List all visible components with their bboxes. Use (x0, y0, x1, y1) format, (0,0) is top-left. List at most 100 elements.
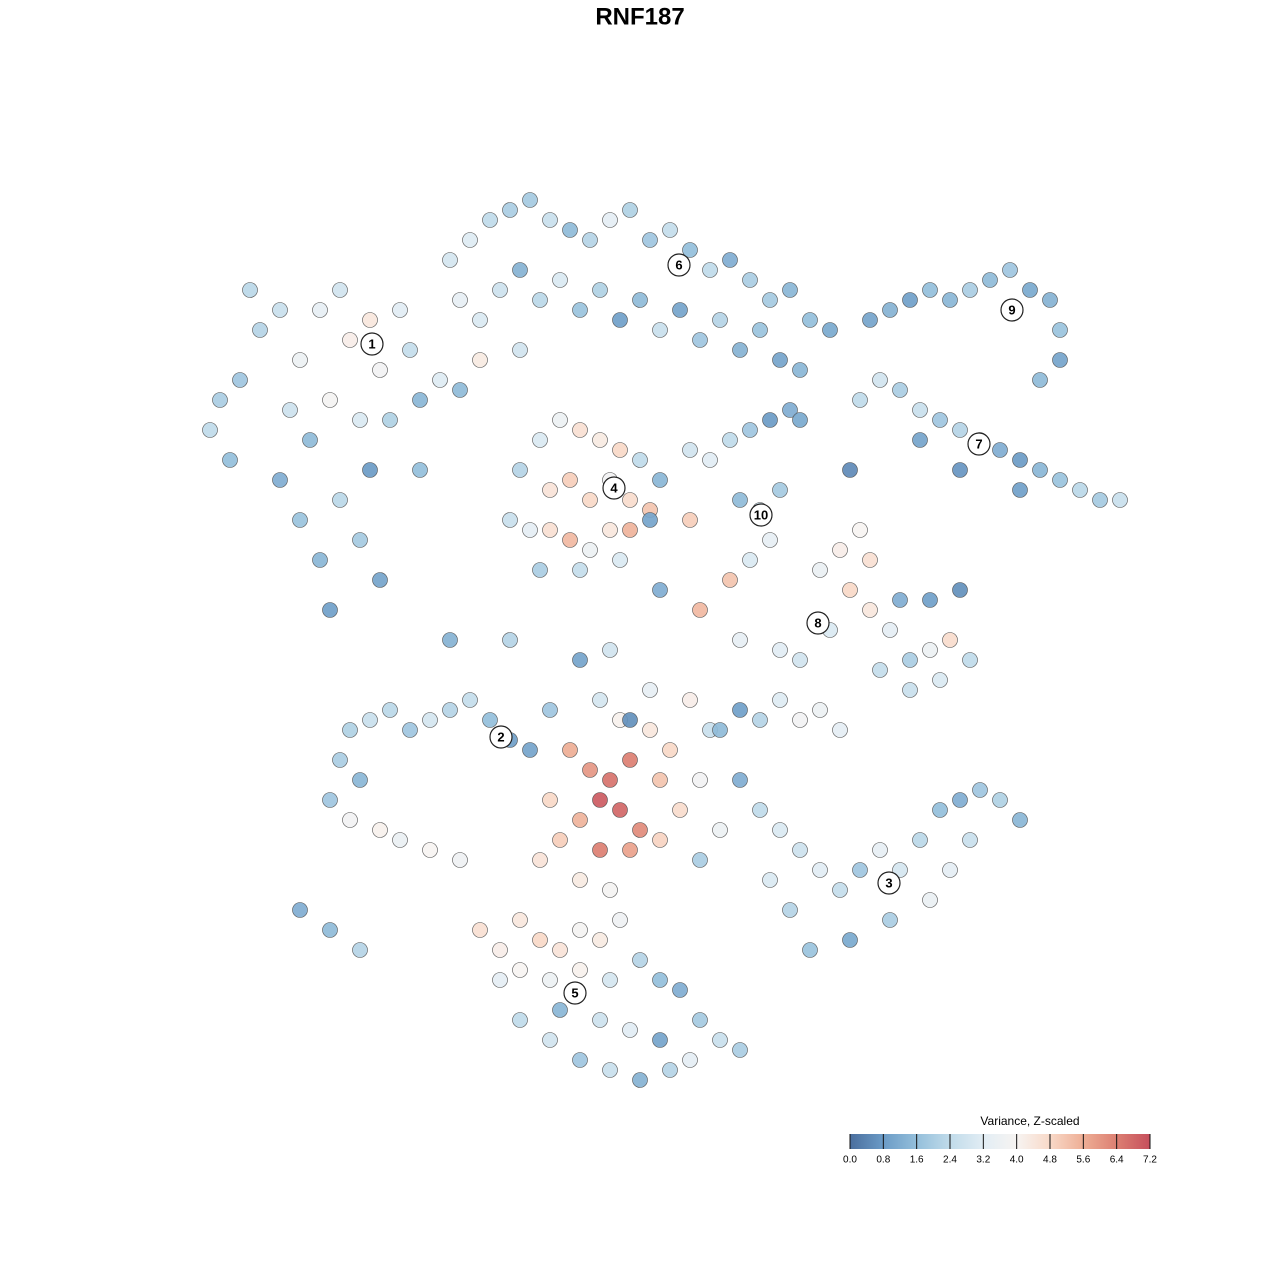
point (372, 822, 388, 838)
point (562, 222, 578, 238)
point (672, 982, 688, 998)
point (472, 352, 488, 368)
point (732, 772, 748, 788)
point (642, 722, 658, 738)
colorbar-tick-label: 4.0 (1010, 1155, 1024, 1166)
point (652, 832, 668, 848)
point (742, 422, 758, 438)
point (772, 482, 788, 498)
point (722, 432, 738, 448)
point (512, 262, 528, 278)
point (712, 312, 728, 328)
point (442, 632, 458, 648)
point (922, 642, 938, 658)
point (762, 292, 778, 308)
point (802, 942, 818, 958)
point (642, 512, 658, 528)
point (1112, 492, 1128, 508)
point (832, 882, 848, 898)
point (392, 832, 408, 848)
point (342, 332, 358, 348)
point (712, 1032, 728, 1048)
point (322, 602, 338, 618)
colorbar-tick-label: 0.0 (843, 1155, 857, 1166)
point (1042, 292, 1058, 308)
point (752, 322, 768, 338)
point (792, 412, 808, 428)
point (702, 452, 718, 468)
point (552, 412, 568, 428)
point (922, 892, 938, 908)
point (1002, 262, 1018, 278)
point (1092, 492, 1108, 508)
colorbar-tick-label: 3.2 (976, 1155, 990, 1166)
point (512, 462, 528, 478)
point (602, 212, 618, 228)
point (382, 412, 398, 428)
colorbar-tick-label: 2.4 (943, 1155, 957, 1166)
point (862, 312, 878, 328)
point (1012, 452, 1028, 468)
point (322, 922, 338, 938)
point (412, 462, 428, 478)
point (902, 652, 918, 668)
point (572, 1052, 588, 1068)
colorbar (850, 1134, 1150, 1149)
point (632, 952, 648, 968)
colorbar-tick-label: 6.4 (1110, 1155, 1124, 1166)
point (982, 272, 998, 288)
point (272, 472, 288, 488)
cluster-badge (667, 253, 691, 277)
point (922, 592, 938, 608)
point (1032, 462, 1048, 478)
point (572, 302, 588, 318)
cluster-label: 9 (1008, 302, 1015, 317)
point (452, 852, 468, 868)
point (252, 322, 268, 338)
point (1012, 812, 1028, 828)
point (622, 712, 638, 728)
point (1072, 482, 1088, 498)
point (352, 942, 368, 958)
point (692, 852, 708, 868)
point (452, 382, 468, 398)
point (622, 492, 638, 508)
point (552, 832, 568, 848)
point (632, 452, 648, 468)
point (572, 422, 588, 438)
point (532, 932, 548, 948)
point (512, 912, 528, 928)
point (912, 402, 928, 418)
point (792, 652, 808, 668)
point (752, 802, 768, 818)
point (942, 292, 958, 308)
point (712, 822, 728, 838)
point (652, 322, 668, 338)
point (352, 532, 368, 548)
point (572, 812, 588, 828)
point (772, 822, 788, 838)
point (542, 972, 558, 988)
point (932, 412, 948, 428)
point (652, 1032, 668, 1048)
point (282, 402, 298, 418)
point (662, 1062, 678, 1078)
point (622, 752, 638, 768)
point (622, 842, 638, 858)
point (322, 792, 338, 808)
point (652, 772, 668, 788)
point (832, 722, 848, 738)
point (812, 862, 828, 878)
point (432, 372, 448, 388)
point (362, 462, 378, 478)
point (792, 362, 808, 378)
point (412, 392, 428, 408)
point (592, 1012, 608, 1028)
cluster-badge (1000, 298, 1024, 322)
point (452, 292, 468, 308)
point (552, 272, 568, 288)
point (732, 342, 748, 358)
point (772, 352, 788, 368)
point (792, 712, 808, 728)
point (442, 252, 458, 268)
